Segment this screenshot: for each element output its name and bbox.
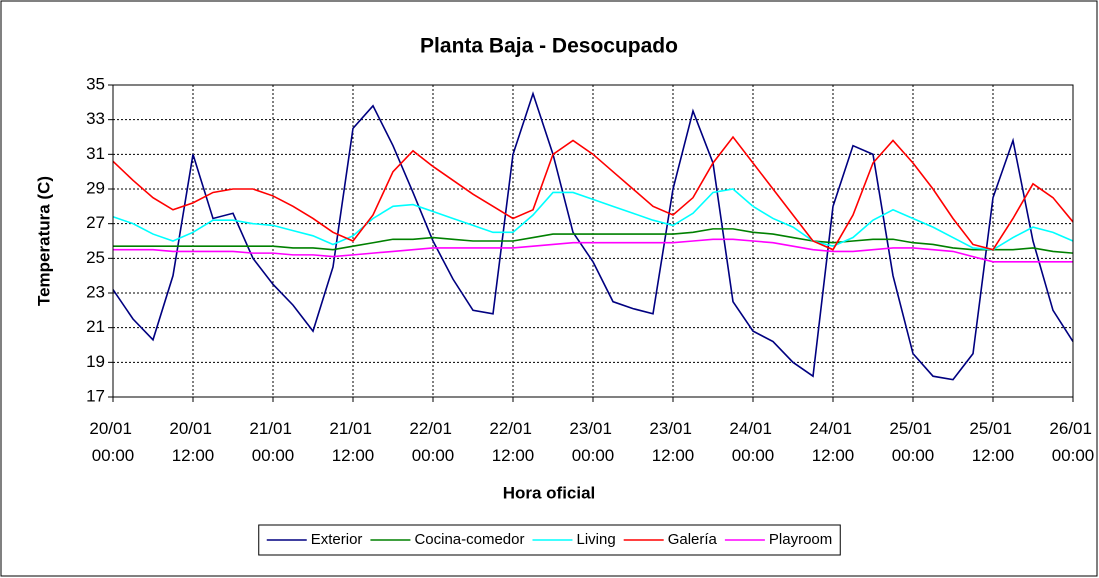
- y-tick-label: 31: [86, 144, 105, 163]
- x-tick-label: 24/01 00:00: [729, 419, 776, 465]
- x-tick-label: 20/01 00:00: [89, 419, 136, 465]
- line-series: [112, 91, 1074, 381]
- legend-label: Exterior: [311, 531, 363, 548]
- x-tick-label: 22/01 12:00: [489, 419, 536, 465]
- legend-label: Living: [576, 531, 615, 548]
- x-tick-label: 25/01 00:00: [889, 419, 936, 465]
- y-tick-label: 17: [86, 386, 105, 405]
- x-tick-label: 23/01 00:00: [569, 419, 616, 465]
- y-tick-label: 19: [86, 352, 105, 371]
- y-tick-label: 35: [86, 74, 105, 93]
- x-tick-label: 22/01 00:00: [409, 419, 456, 465]
- chart-title: Planta Baja - Desocupado: [420, 35, 678, 58]
- legend: Exterior Cocina-comedor Living Galería Playr…: [258, 524, 841, 556]
- y-tick-label: 29: [86, 178, 105, 197]
- line-series: [113, 238, 1073, 263]
- x-tick-label: 24/01 12:00: [809, 419, 856, 465]
- plot-border: [112, 84, 1074, 398]
- line-series: [113, 228, 1074, 254]
- y-axis-title: Temperatura (C): [34, 176, 53, 306]
- x-tick-label: 25/01 12:00: [969, 419, 1016, 465]
- x-axis-title: Hora oficial: [503, 483, 596, 502]
- y-tick-label: 25: [86, 248, 105, 267]
- y-tick-label: 33: [86, 109, 105, 128]
- y-tick-label: 23: [86, 282, 105, 301]
- x-tick-label: 23/01 12:00: [649, 419, 696, 465]
- x-tick-label: 26/01 00:00: [1049, 419, 1096, 465]
- line-series: [112, 188, 1074, 251]
- legend-label: Cocina-comedor: [414, 531, 524, 548]
- y-tick-label: 21: [86, 317, 105, 336]
- legend-label: Playroom: [769, 531, 832, 548]
- x-tick-label: 20/01 12:00: [169, 419, 216, 465]
- legend-label: Galería: [668, 531, 718, 548]
- line-series: [112, 135, 1074, 251]
- y-tick-label: 27: [86, 213, 105, 232]
- x-tick-label: 21/01 00:00: [249, 419, 296, 465]
- x-tick-label: 21/01 12:00: [329, 419, 376, 465]
